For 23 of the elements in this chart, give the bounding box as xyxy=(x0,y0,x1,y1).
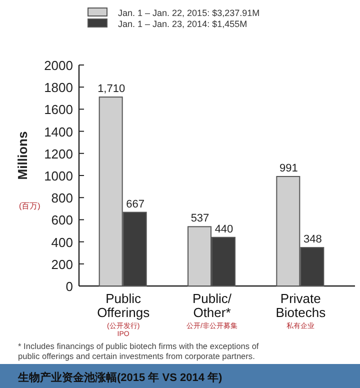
y-axis-title: Millions xyxy=(15,131,30,180)
text: 生物产业资金池涨幅(2015 年 VS 2014 年) xyxy=(17,371,223,384)
y-tick-label: 1200 xyxy=(44,146,73,162)
text: * Includes financings of public biotech firms with the exceptions of public offerings and certain investments from corporate partners. xyxy=(18,341,260,361)
data-label: 1,710 xyxy=(98,83,126,96)
data-label: 667 xyxy=(126,198,145,210)
data-label: 348 xyxy=(303,234,322,246)
y-tick-label: 2000 xyxy=(44,58,73,73)
y-tick-label: 600 xyxy=(51,212,73,228)
y-tick-label: 1400 xyxy=(44,124,73,140)
y-tick-label: 1600 xyxy=(44,102,73,118)
y-tick-label: 1800 xyxy=(44,80,73,96)
legend-label: Jan. 1 – Jan. 22, 2015: $3,237.91M xyxy=(118,8,260,18)
legend-label: Jan. 1 – Jan. 23, 2014: $1,455M xyxy=(118,19,248,29)
y-tick-label: 1000 xyxy=(44,168,73,184)
y-tick-label: 400 xyxy=(51,234,73,250)
y-tick-label: 800 xyxy=(51,190,73,206)
text: (百万) xyxy=(19,202,41,211)
y-tick-label: 0 xyxy=(66,279,73,294)
data-label: 440 xyxy=(214,223,234,236)
data-label: 537 xyxy=(190,212,210,225)
data-label: 991 xyxy=(279,162,298,174)
y-tick-label: 200 xyxy=(51,256,73,272)
